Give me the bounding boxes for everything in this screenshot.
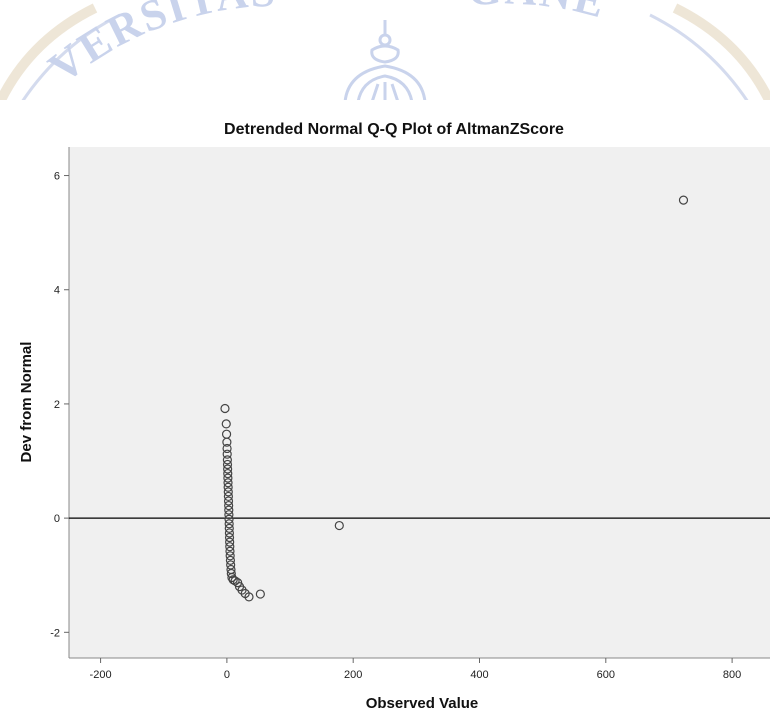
data-point bbox=[224, 500, 234, 511]
chart-title: Detrended Normal Q-Q Plot of AltmanZScor… bbox=[224, 121, 564, 138]
university-watermark-banner: VERSITAS GANE bbox=[0, 0, 770, 102]
data-point bbox=[225, 546, 235, 556]
data-point bbox=[225, 555, 236, 565]
data-point bbox=[223, 496, 234, 506]
axis-ticks: -200 0 200 400 600 800 -2 0 2 4 6 bbox=[50, 171, 741, 681]
data-point bbox=[224, 523, 234, 533]
y-tick-label: 6 bbox=[54, 171, 60, 183]
data-point bbox=[223, 487, 233, 497]
x-tick-label: -200 bbox=[90, 669, 112, 681]
data-point bbox=[255, 589, 265, 599]
y-axis-label: Dev from Normal bbox=[18, 342, 35, 463]
data-point bbox=[225, 537, 235, 547]
data-point bbox=[220, 403, 230, 414]
data-point bbox=[244, 592, 254, 602]
data-point bbox=[223, 468, 233, 479]
data-point bbox=[226, 560, 236, 570]
data-point bbox=[678, 195, 689, 205]
data-point bbox=[334, 520, 344, 531]
x-tick-label: 600 bbox=[597, 669, 615, 681]
data-point bbox=[222, 459, 233, 470]
data-point bbox=[222, 449, 232, 459]
data-point bbox=[223, 491, 233, 502]
x-tick-label: 0 bbox=[224, 669, 230, 681]
data-point bbox=[224, 510, 234, 520]
y-tick-label: 2 bbox=[54, 399, 60, 411]
y-tick-label: 4 bbox=[54, 285, 60, 297]
y-tick-label: -2 bbox=[50, 627, 60, 639]
data-point bbox=[222, 455, 232, 465]
data-point bbox=[224, 505, 234, 515]
data-point bbox=[222, 437, 232, 447]
data-point bbox=[224, 528, 235, 538]
qq-plot-chart: Detrended Normal Q-Q Plot of AltmanZScor… bbox=[18, 121, 770, 712]
data-point bbox=[225, 542, 235, 552]
data-point bbox=[224, 519, 234, 529]
data-point bbox=[223, 473, 233, 483]
data-point bbox=[222, 443, 232, 454]
data-points bbox=[220, 195, 689, 602]
data-point bbox=[221, 419, 231, 429]
data-point bbox=[230, 576, 240, 586]
data-point bbox=[223, 482, 233, 492]
data-point bbox=[225, 551, 235, 561]
x-axis-label: Observed Value bbox=[366, 695, 479, 712]
watermark-seal-left-ring bbox=[0, 3, 121, 102]
x-tick-label: 800 bbox=[723, 669, 741, 681]
data-point bbox=[226, 568, 236, 579]
plot-area bbox=[69, 147, 770, 658]
watermark-crest-emblem bbox=[343, 20, 427, 102]
x-tick-label: 200 bbox=[344, 669, 362, 681]
data-point bbox=[224, 532, 235, 543]
y-tick-label: 0 bbox=[54, 513, 60, 525]
data-point bbox=[224, 514, 234, 524]
watermark-text-right: GANE bbox=[466, 0, 612, 28]
data-point bbox=[223, 478, 233, 488]
x-tick-label: 400 bbox=[470, 669, 488, 681]
data-point bbox=[223, 464, 233, 474]
watermark-seal-right-ring bbox=[649, 3, 770, 102]
